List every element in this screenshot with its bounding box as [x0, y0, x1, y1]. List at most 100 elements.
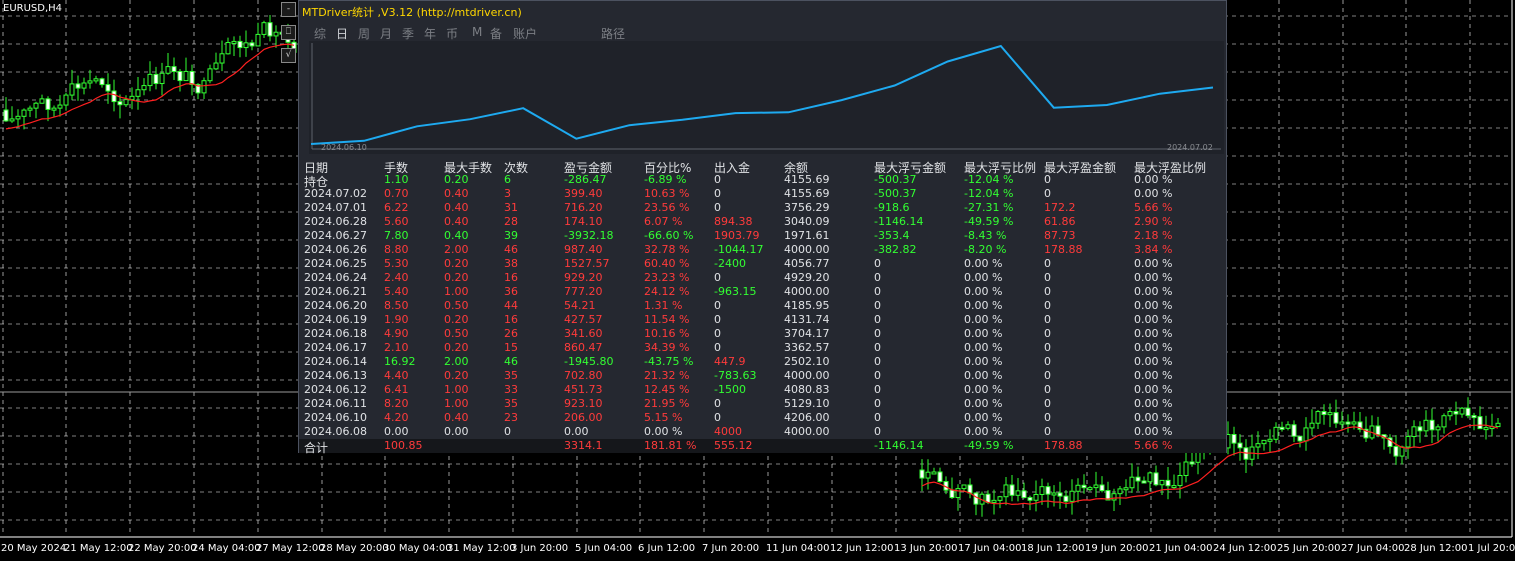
total-cell: 3314.1	[564, 439, 603, 452]
table-cell: 860.47	[564, 341, 603, 354]
candle-body	[75, 83, 81, 89]
table-cell: 0.00 %	[1134, 369, 1173, 382]
table-cell: 0.20	[444, 341, 469, 354]
tab-5[interactable]: 年	[424, 27, 437, 41]
table-cell: 0.20	[444, 369, 469, 382]
candle-body	[81, 82, 87, 89]
table-cell: 4.20	[384, 411, 409, 424]
table-cell: 0	[714, 313, 721, 326]
candle-body	[1009, 484, 1015, 496]
table-cell: 0	[874, 425, 881, 438]
table-cell: 1.90	[384, 313, 409, 326]
table-cell: 987.40	[564, 243, 603, 256]
tab-7[interactable]: M	[472, 25, 483, 39]
table-cell: 4.90	[384, 327, 409, 340]
candle-body	[1141, 480, 1147, 484]
settings-button[interactable]: ⎕	[281, 25, 296, 40]
table-cell: -6.89 %	[644, 173, 687, 186]
table-cell: 0	[874, 285, 881, 298]
candle-body	[153, 73, 159, 85]
tab-4[interactable]: 季	[402, 27, 415, 41]
candle-body	[1459, 407, 1465, 415]
table-cell: 0	[1044, 397, 1051, 410]
table-cell: 3040.09	[784, 215, 830, 228]
table-cell: 8.80	[384, 243, 409, 256]
candle-body	[249, 42, 255, 47]
column-header: 最大浮盈金额	[1044, 161, 1117, 175]
table-cell: 6.07 %	[644, 215, 683, 228]
tab-3[interactable]: 月	[380, 27, 393, 41]
table-cell: -382.82	[874, 243, 917, 256]
table-cell: 2024.06.12	[304, 383, 367, 396]
table-cell: 2.90 %	[1134, 215, 1173, 228]
table-cell: 16.92	[384, 355, 416, 368]
candle-body	[1039, 486, 1045, 495]
table-cell: 4056.77	[784, 257, 830, 270]
table-cell: 4000.00	[784, 243, 830, 256]
table-cell: 1.00	[444, 285, 469, 298]
panel-title: MTDriver统计 ,V3.12 (http://mtdriver.cn)	[302, 6, 522, 19]
candle-body	[1453, 410, 1459, 415]
table-cell: 5.15 %	[644, 411, 683, 424]
tab-9[interactable]: 账户	[513, 27, 538, 41]
minimize-button[interactable]: -	[281, 2, 296, 17]
table-cell: 0	[1044, 411, 1051, 424]
total-cell: 181.81 %	[644, 439, 697, 452]
candle-body	[57, 104, 63, 109]
column-header: 出入金	[714, 161, 751, 175]
candle-body	[1327, 412, 1333, 416]
table-cell: -1146.14	[874, 215, 924, 228]
table-cell: 0.00 %	[1134, 355, 1173, 368]
candle-body	[15, 115, 21, 120]
table-cell: 0.40	[444, 187, 469, 200]
table-cell: 3362.57	[784, 341, 830, 354]
time-axis-label: 13 Jun 20:00	[894, 543, 958, 554]
table-cell: 34.39 %	[644, 341, 690, 354]
table-cell: 0.40	[444, 411, 469, 424]
table-cell: 0	[874, 299, 881, 312]
table-cell: 4.40	[384, 369, 409, 382]
table-cell: 4929.20	[784, 271, 830, 284]
balance-line-chart	[310, 43, 1221, 150]
table-cell: 4000	[714, 425, 742, 438]
tab-8[interactable]: 备	[490, 27, 503, 41]
tab-10[interactable]: 路径	[601, 27, 626, 41]
table-cell: 2.10	[384, 341, 409, 354]
table-cell: 35	[504, 397, 518, 410]
table-cell: 2024.06.26	[304, 243, 367, 256]
table-cell: -3932.18	[564, 229, 614, 242]
candle-body	[1363, 428, 1369, 439]
candle-body	[931, 471, 937, 475]
tab-2[interactable]: 周	[358, 27, 371, 41]
tab-0[interactable]: 综	[314, 27, 327, 41]
table-cell: 4080.83	[784, 383, 830, 396]
table-cell: 0.00 %	[1134, 425, 1173, 438]
table-cell: 0.00 %	[964, 341, 1003, 354]
table-cell: 2502.10	[784, 355, 830, 368]
table-cell: 0.00	[564, 425, 589, 438]
table-cell: 0	[1044, 257, 1051, 270]
symbol-label: EURUSD,H4	[3, 3, 63, 14]
table-cell: 0	[714, 187, 721, 200]
table-cell: 2024.06.24	[304, 271, 367, 284]
confirm-button[interactable]: √	[281, 48, 296, 63]
table-cell: 0.00 %	[964, 285, 1003, 298]
table-cell: -918.6	[874, 201, 910, 214]
column-header: 最大浮亏比例	[964, 161, 1037, 175]
candle-body	[1237, 442, 1243, 449]
candle-body	[1405, 436, 1411, 448]
candle-body	[1183, 461, 1189, 477]
candle-body	[1345, 421, 1351, 425]
table-cell: 0	[714, 173, 721, 186]
table-cell: 8.50	[384, 299, 409, 312]
table-cell: 0.20	[444, 173, 469, 186]
candle-body	[973, 492, 979, 505]
tab-6[interactable]: 币	[446, 27, 459, 41]
candle-body	[1045, 486, 1051, 495]
table-cell: 24.12 %	[644, 285, 690, 298]
candle-body	[225, 42, 231, 55]
time-axis-label: 7 Jun 20:00	[702, 543, 760, 554]
tab-1[interactable]: 日	[336, 27, 349, 41]
candle-body	[33, 102, 39, 109]
candle-body	[105, 84, 111, 92]
